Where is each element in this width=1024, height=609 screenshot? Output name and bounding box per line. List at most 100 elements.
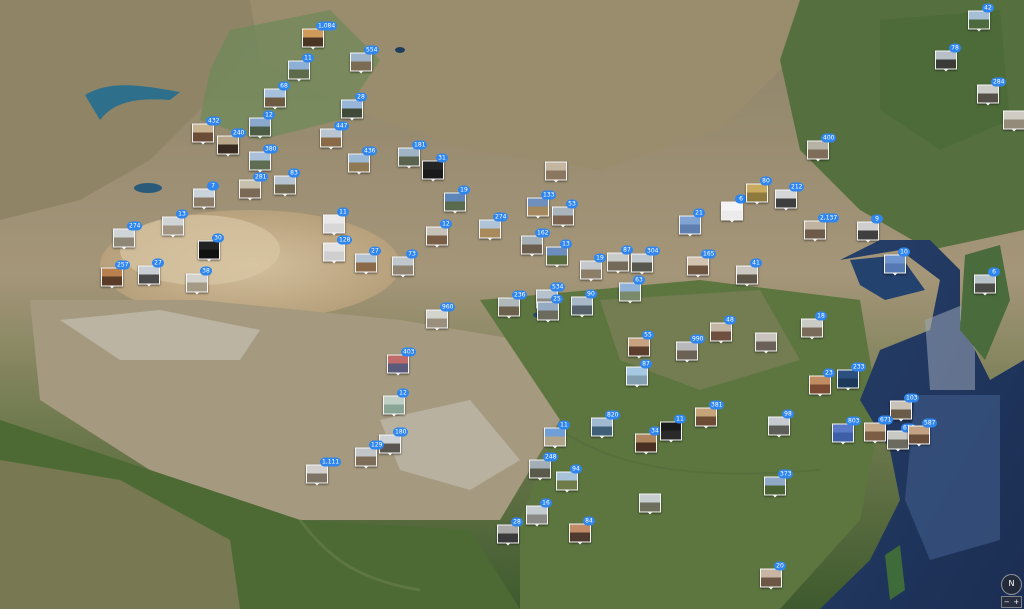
photo-pin[interactable]: 42: [968, 3, 994, 32]
photo-pin[interactable]: 63: [619, 275, 645, 304]
photo-pin[interactable]: 23: [809, 368, 835, 397]
photo-pin[interactable]: 274: [479, 212, 509, 241]
photo-pin[interactable]: 554: [350, 45, 380, 74]
photo-pin[interactable]: 10: [884, 247, 910, 276]
photo-pin[interactable]: 436: [348, 146, 378, 175]
photo-pin[interactable]: 11: [288, 53, 314, 82]
photo-pin[interactable]: 240: [217, 128, 247, 157]
photo-pin[interactable]: 27: [355, 246, 381, 275]
photo-pin[interactable]: 90: [571, 289, 597, 318]
photo-pin[interactable]: 20: [760, 561, 786, 590]
photo-pin[interactable]: 12: [383, 388, 409, 417]
photo-pin[interactable]: 304: [631, 246, 661, 275]
photo-pin[interactable]: 28: [341, 92, 367, 121]
photo-pin[interactable]: 284: [977, 77, 1007, 106]
photo-pin[interactable]: 16: [526, 498, 552, 527]
photo-pin[interactable]: 129: [355, 440, 385, 469]
photo-pin[interactable]: 403: [387, 347, 417, 376]
photo-pin[interactable]: 381: [695, 400, 725, 429]
photo-pin[interactable]: 12: [249, 110, 275, 139]
photo-pin[interactable]: 53: [552, 199, 578, 228]
photo-pin[interactable]: 990: [676, 334, 706, 363]
photo-pin[interactable]: 38: [186, 266, 212, 295]
photo-pin[interactable]: 73: [392, 249, 418, 278]
photo-pin[interactable]: 6: [974, 267, 1000, 296]
photo-pin[interactable]: 41: [736, 258, 762, 287]
photo-pin[interactable]: 7: [193, 181, 219, 210]
thumbnail-ground: [761, 577, 781, 587]
photo-pin[interactable]: 281: [239, 172, 269, 201]
photo-pin[interactable]: 181: [398, 140, 428, 169]
photo-pin[interactable]: 162: [521, 228, 551, 257]
photo-pin[interactable]: 25: [537, 294, 563, 323]
photo-pin[interactable]: 257: [101, 260, 131, 289]
photo-pin[interactable]: 11: [323, 207, 349, 236]
photo-pin[interactable]: 1,084: [302, 21, 338, 50]
photo-pin[interactable]: 11: [660, 414, 686, 443]
photo-pin[interactable]: 28: [497, 517, 523, 546]
photo-pin[interactable]: [639, 493, 661, 515]
photo-pin[interactable]: 21: [679, 208, 705, 237]
zoom-out-button[interactable]: −: [1003, 598, 1010, 606]
photo-pin[interactable]: 616: [887, 423, 917, 452]
pin-tail: [170, 234, 176, 238]
photo-pin[interactable]: 236: [498, 290, 528, 319]
photo-pin[interactable]: 94: [556, 464, 582, 493]
photo-pin[interactable]: 400: [807, 133, 837, 162]
photo-pin[interactable]: 1,111: [306, 457, 342, 486]
photo-pin[interactable]: 803: [832, 416, 862, 445]
photo-pin[interactable]: 18: [801, 311, 827, 340]
compass-button[interactable]: N: [1001, 574, 1022, 595]
photo-pin[interactable]: 6: [721, 194, 747, 223]
photo-pin[interactable]: 165: [687, 249, 717, 278]
photo-pin[interactable]: 83: [274, 168, 300, 197]
photo-pin[interactable]: [1003, 110, 1024, 132]
photo-thumbnail: [569, 523, 591, 543]
photo-pin[interactable]: 274: [113, 221, 143, 250]
photo-pin[interactable]: 68: [264, 81, 290, 110]
photo-count-badge: 447: [334, 121, 350, 131]
photo-pin[interactable]: 80: [746, 176, 772, 205]
thumbnail-ground: [888, 439, 908, 449]
photo-pin[interactable]: 587: [908, 418, 938, 447]
photo-pin[interactable]: 2,137: [804, 213, 840, 242]
photo-pin[interactable]: 13: [546, 239, 572, 268]
photo-pin[interactable]: 820: [591, 410, 621, 439]
photo-pin[interactable]: 48: [710, 315, 736, 344]
photo-pin[interactable]: 133: [527, 190, 557, 219]
photo-pin[interactable]: 30: [198, 233, 224, 262]
photo-pin[interactable]: 380: [249, 144, 279, 173]
thumbnail-ground: [677, 350, 697, 360]
photo-pin[interactable]: 55: [628, 330, 654, 359]
photo-pin[interactable]: 248: [529, 452, 559, 481]
thumbnail-ground: [765, 485, 785, 495]
photo-pin[interactable]: [755, 332, 777, 354]
zoom-in-button[interactable]: +: [1013, 598, 1020, 606]
photo-pin[interactable]: 432: [192, 116, 222, 145]
photo-pin[interactable]: 87: [626, 359, 652, 388]
photo-pin[interactable]: 27: [138, 258, 164, 287]
photo-pin[interactable]: 98: [768, 409, 794, 438]
photo-pin[interactable]: 233: [837, 362, 867, 391]
photo-pin[interactable]: 31: [422, 153, 448, 182]
photo-pin[interactable]: 9: [857, 214, 883, 243]
photo-pin[interactable]: 103: [890, 393, 920, 422]
photo-pin[interactable]: 19: [444, 185, 470, 214]
photo-pin[interactable]: 84: [569, 516, 595, 545]
photo-pin[interactable]: 447: [320, 121, 350, 150]
photo-pin[interactable]: 13: [162, 209, 188, 238]
photo-pin[interactable]: 12: [426, 219, 452, 248]
photo-pin[interactable]: 19: [580, 253, 606, 282]
photo-pin[interactable]: [545, 161, 567, 183]
photo-pin[interactable]: 128: [323, 235, 353, 264]
zoom-control[interactable]: − +: [1001, 596, 1022, 608]
photo-pin[interactable]: 671: [864, 415, 894, 444]
photo-pin[interactable]: 78: [935, 43, 961, 72]
photo-pin[interactable]: 960: [426, 302, 456, 331]
photo-pin[interactable]: 34: [635, 426, 661, 455]
photo-pin[interactable]: 212: [775, 182, 805, 211]
photo-pin[interactable]: 87: [607, 245, 633, 274]
photo-pin[interactable]: 11: [544, 420, 570, 449]
photo-pin[interactable]: 373: [764, 469, 794, 498]
